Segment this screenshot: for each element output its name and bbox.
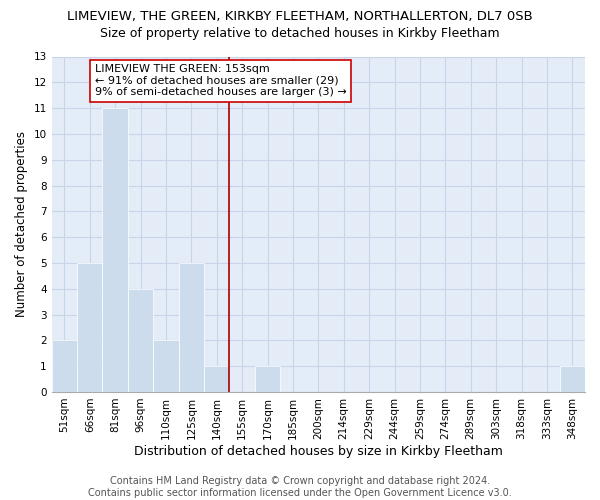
X-axis label: Distribution of detached houses by size in Kirkby Fleetham: Distribution of detached houses by size … bbox=[134, 444, 503, 458]
Bar bbox=[204, 366, 229, 392]
Y-axis label: Number of detached properties: Number of detached properties bbox=[15, 131, 28, 317]
Text: Size of property relative to detached houses in Kirkby Fleetham: Size of property relative to detached ho… bbox=[100, 28, 500, 40]
Bar bbox=[52, 340, 77, 392]
Text: Contains HM Land Registry data © Crown copyright and database right 2024.
Contai: Contains HM Land Registry data © Crown c… bbox=[88, 476, 512, 498]
Bar bbox=[153, 340, 179, 392]
Bar bbox=[179, 263, 204, 392]
Bar bbox=[77, 263, 103, 392]
Bar bbox=[128, 288, 153, 392]
Bar bbox=[560, 366, 585, 392]
Bar bbox=[255, 366, 280, 392]
Text: LIMEVIEW THE GREEN: 153sqm
← 91% of detached houses are smaller (29)
9% of semi-: LIMEVIEW THE GREEN: 153sqm ← 91% of deta… bbox=[95, 64, 347, 98]
Text: LIMEVIEW, THE GREEN, KIRKBY FLEETHAM, NORTHALLERTON, DL7 0SB: LIMEVIEW, THE GREEN, KIRKBY FLEETHAM, NO… bbox=[67, 10, 533, 23]
Bar bbox=[103, 108, 128, 392]
